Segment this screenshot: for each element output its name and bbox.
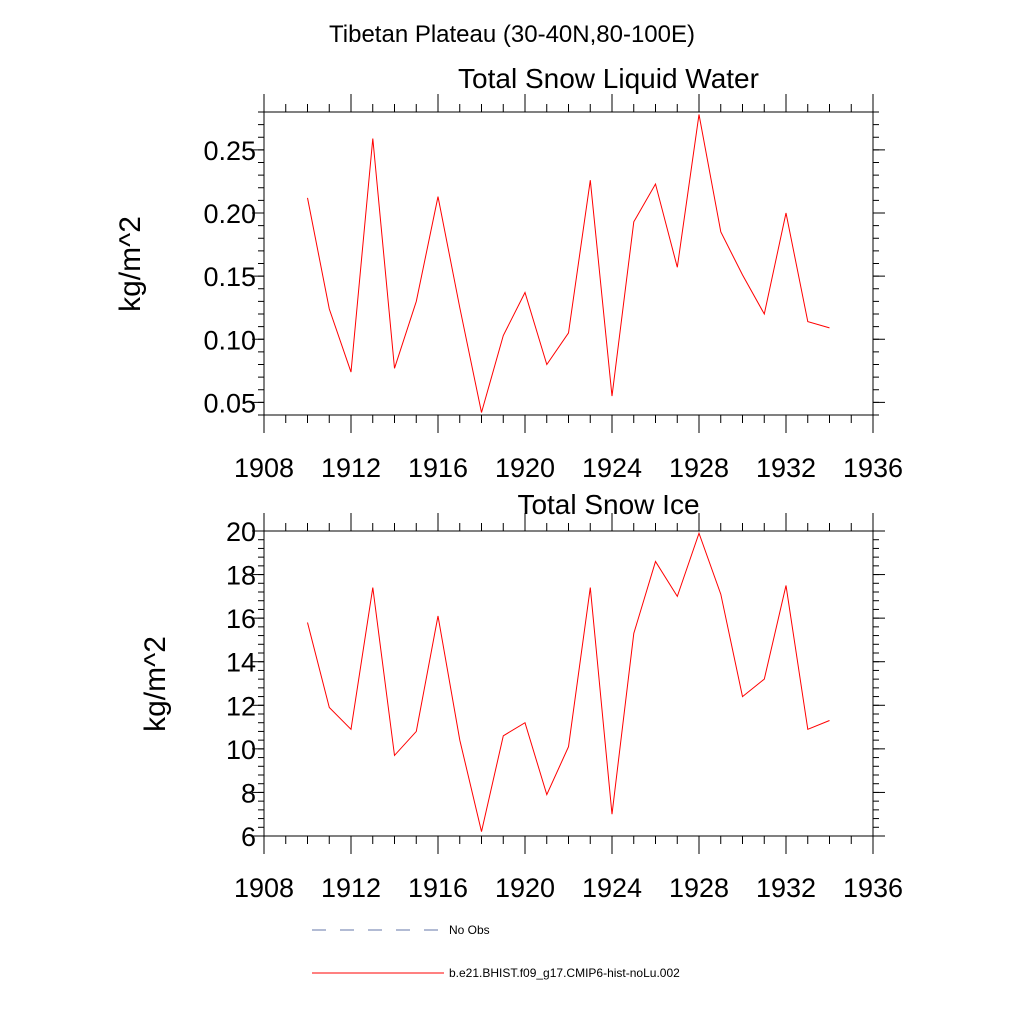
x-tick-label: 1920 bbox=[495, 453, 555, 483]
plot-total-snow-liquid-water: Total Snow Liquid Water 1908 1912 1916 1920 1… bbox=[114, 63, 903, 483]
x-tick-label: 1932 bbox=[756, 453, 816, 483]
plot-total-snow-ice: Total Snow Ice 1908 1912 1916 1920 1924 1928 19… bbox=[139, 489, 903, 903]
figure-title: Tibetan Plateau (30-40N,80-100E) bbox=[329, 21, 695, 48]
y-tick-label: 12 bbox=[226, 691, 256, 721]
x-tick-label: 1916 bbox=[408, 453, 468, 483]
x-tick-label: 1924 bbox=[582, 873, 642, 903]
plot-title: Total Snow Ice bbox=[517, 489, 699, 520]
x-tick-label: 1924 bbox=[582, 453, 642, 483]
y-tick-label: 10 bbox=[226, 735, 256, 765]
y-tick-label: 16 bbox=[226, 604, 256, 634]
y-tick-label: 6 bbox=[241, 822, 256, 852]
y-tick-label: 0.10 bbox=[203, 325, 256, 355]
y-tick-label: 0.20 bbox=[203, 199, 256, 229]
y-axis-label: kg/m^2 bbox=[139, 636, 172, 732]
x-tick-label: 1912 bbox=[321, 873, 381, 903]
legend-label-no-obs: No Obs bbox=[449, 923, 490, 937]
y-tick-label: 0.25 bbox=[203, 136, 256, 166]
x-tick-label: 1932 bbox=[756, 873, 816, 903]
x-tick-label: 1928 bbox=[669, 453, 729, 483]
x-tick-label: 1908 bbox=[234, 453, 294, 483]
y-tick-label: 0.15 bbox=[203, 262, 256, 292]
y-tick-label: 20 bbox=[226, 517, 256, 547]
series-line bbox=[307, 114, 830, 413]
series-line bbox=[307, 531, 830, 832]
legend-label-model: b.e21.BHIST.f09_g17.CMIP6-hist-noLu.002 bbox=[449, 966, 680, 980]
x-tick-label: 1936 bbox=[843, 873, 903, 903]
x-tick-label: 1916 bbox=[408, 873, 468, 903]
plot-title: Total Snow Liquid Water bbox=[458, 63, 759, 94]
x-tick-label: 1920 bbox=[495, 873, 555, 903]
y-tick-label: 18 bbox=[226, 561, 256, 591]
legend: No Obs b.e21.BHIST.f09_g17.CMIP6-hist-no… bbox=[312, 923, 680, 980]
y-tick-label: 8 bbox=[241, 778, 256, 808]
x-tick-label: 1908 bbox=[234, 873, 294, 903]
x-tick-label: 1936 bbox=[843, 453, 903, 483]
y-tick-label: 0.05 bbox=[203, 388, 256, 418]
x-tick-label: 1928 bbox=[669, 873, 729, 903]
y-axis-label: kg/m^2 bbox=[114, 216, 147, 312]
x-tick-label: 1912 bbox=[321, 453, 381, 483]
y-tick-label: 14 bbox=[226, 648, 256, 678]
